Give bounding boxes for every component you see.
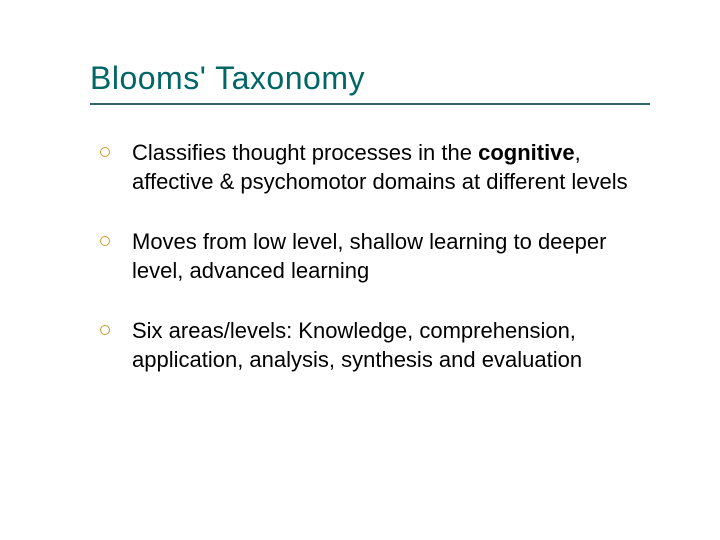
bullet-text-pre: Six areas/levels: Knowledge, comprehensi… (132, 318, 582, 372)
list-item: Moves from low level, shallow learning t… (100, 228, 650, 285)
bullet-text-pre: Moves from low level, shallow learning t… (132, 229, 606, 283)
bullet-text-bold: cognitive (478, 140, 575, 165)
list-item: Six areas/levels: Knowledge, comprehensi… (100, 317, 650, 374)
bullet-text: Six areas/levels: Knowledge, comprehensi… (132, 317, 650, 374)
title-underline (90, 103, 650, 105)
circle-bullet-icon (100, 147, 110, 157)
bullet-text: Classifies thought processes in the cogn… (132, 139, 650, 196)
circle-bullet-icon (100, 325, 110, 335)
list-item: Classifies thought processes in the cogn… (100, 139, 650, 196)
circle-bullet-icon (100, 236, 110, 246)
bullet-text: Moves from low level, shallow learning t… (132, 228, 650, 285)
bullet-list: Classifies thought processes in the cogn… (90, 139, 650, 375)
slide-title: Blooms' Taxonomy (90, 60, 650, 97)
bullet-text-pre: Classifies thought processes in the (132, 140, 478, 165)
